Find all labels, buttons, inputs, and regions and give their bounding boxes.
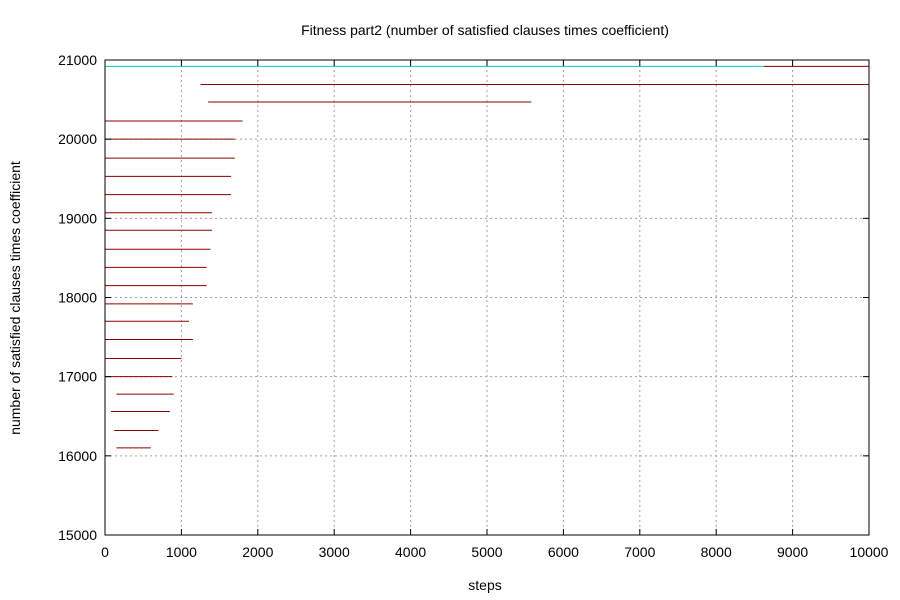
tick-layer: 0 1000 2000 3000 4000 5000 6000 7000 8000 9000 100… [58, 52, 889, 560]
y-tick-label: 21000 [58, 52, 97, 68]
x-tick-label: 2000 [242, 544, 273, 560]
x-tick-label: 10000 [850, 544, 889, 560]
x-tick-label: 8000 [701, 544, 732, 560]
y-tick-label: 18000 [58, 290, 97, 306]
chart-title: Fitness part2 (number of satisfied claus… [301, 22, 669, 38]
x-tick-label: 5000 [471, 544, 502, 560]
y-tick-label: 15000 [58, 527, 97, 543]
x-tick-label: 7000 [624, 544, 655, 560]
x-tick-label: 4000 [395, 544, 426, 560]
data-layer [105, 65, 869, 449]
y-tick-label: 17000 [58, 369, 97, 385]
x-tick-label: 9000 [777, 544, 808, 560]
x-tick-label: 6000 [548, 544, 579, 560]
y-axis-label: number of satisfied clauses times coeffi… [7, 161, 23, 435]
y-tick-label: 20000 [58, 131, 97, 147]
y-tick-label: 16000 [58, 448, 97, 464]
x-tick-label: 1000 [166, 544, 197, 560]
x-tick-label: 3000 [319, 544, 350, 560]
x-tick-label: 0 [101, 544, 109, 560]
x-axis-label: steps [468, 577, 501, 593]
y-tick-label: 19000 [58, 210, 97, 226]
grid-layer [105, 60, 869, 535]
